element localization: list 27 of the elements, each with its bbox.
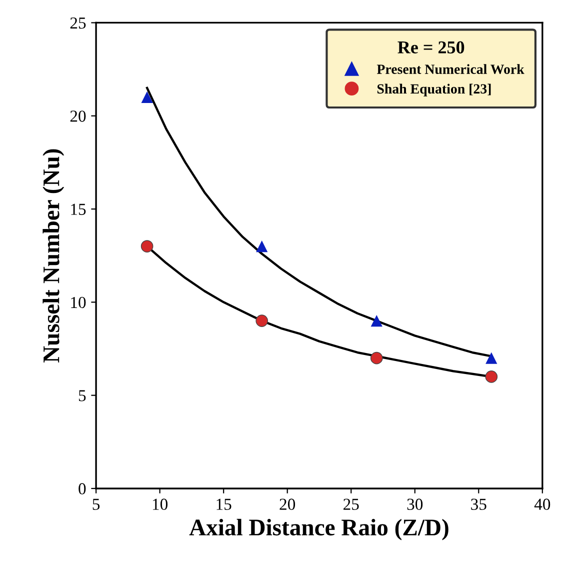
y-axis-title: Nusselt Number (Nu) [42,149,64,362]
point [486,352,498,364]
legend-label: Present Numerical Work [376,64,524,74]
y-tick-label: 15 [71,204,86,215]
x-tick-label: 40 [534,498,550,510]
legend-title: Re = 250 [398,41,464,54]
y-tick-label: 5 [78,390,86,402]
point [370,352,383,364]
y-tick-label: 10 [71,296,86,308]
y-tick-label: 25 [70,17,86,29]
x-tick-label: 35 [471,498,486,510]
point [485,370,498,383]
point [256,240,268,252]
x-axis-title: Axial Distance Raio (Z/D) [189,518,448,540]
point [141,91,153,104]
y-tick-label: 0 [78,483,86,494]
x-tick-label: 5 [92,498,100,510]
y-tick-label: 20 [70,110,86,122]
point [370,314,382,327]
x-tick-label: 10 [152,498,168,510]
point [140,240,154,252]
x-tick-label: 15 [216,498,232,510]
x-tick-label: 20 [280,498,296,510]
point [256,314,268,327]
x-tick-label: 30 [407,498,423,510]
legend-label: Shah Equation [23] [377,84,491,96]
x-tick-label: 25 [344,498,359,510]
